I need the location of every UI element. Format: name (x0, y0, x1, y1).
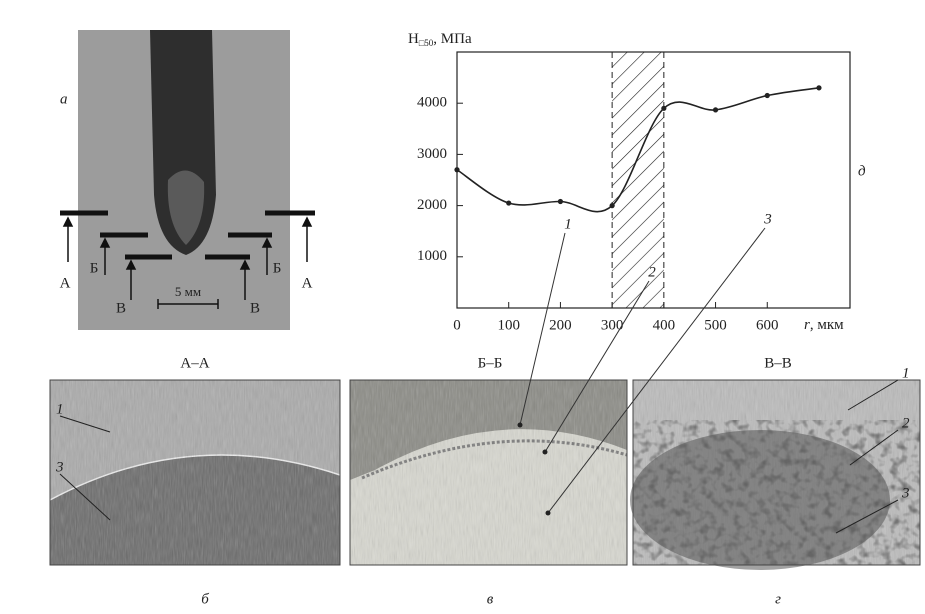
data-point (816, 85, 821, 90)
section-title: А–А (180, 355, 209, 371)
x-tick-label: 0 (453, 317, 461, 333)
y-tick-label: 3000 (417, 146, 447, 162)
data-point (454, 167, 459, 172)
x-axis-label-part: , мкм (810, 317, 844, 333)
y-axis-label-part: , МПа (433, 31, 472, 47)
x-tick-label: 200 (549, 317, 572, 333)
zone-label: 1 (902, 365, 910, 381)
micrograph-d (630, 380, 920, 570)
section-title: Б–Б (478, 355, 503, 371)
y-axis-label-part: □50 (419, 38, 434, 48)
y-tick-label: 1000 (417, 248, 447, 264)
section-label: В (116, 300, 126, 316)
callout-label: 1 (564, 216, 572, 232)
panel-letter: б (201, 591, 209, 607)
callout-dot (546, 511, 551, 516)
callout-label: 2 (648, 264, 656, 280)
x-axis-label: r, мкм (804, 317, 844, 333)
x-tick-label: 100 (497, 317, 520, 333)
y-axis-label: H□50, МПа (408, 31, 472, 48)
micrograph-c (350, 380, 627, 565)
panel-letter: а (60, 91, 68, 107)
panel-a: а А Б В В Б А 5 мм (60, 30, 315, 330)
section-label: А (60, 275, 71, 291)
y-tick-label: 4000 (417, 95, 447, 111)
scale-label: 5 мм (175, 284, 201, 299)
panel-letter: д (858, 163, 866, 179)
shaded-range (612, 52, 664, 308)
section-label: А (302, 275, 313, 291)
data-point (506, 200, 511, 205)
x-tick-label: 600 (756, 317, 779, 333)
data-point (661, 106, 666, 111)
section-title: В–В (764, 355, 792, 371)
data-point (765, 93, 770, 98)
data-point (713, 107, 718, 112)
figure: а А Б В В Б А 5 мм А–А Б–Б В–В б в г 1 (0, 0, 925, 614)
section-label: Б (90, 260, 99, 276)
y-tick-label: 2000 (417, 197, 447, 213)
panel-letter: г (775, 591, 781, 607)
data-point (558, 199, 563, 204)
y-axis-label-part: H (408, 31, 419, 47)
section-label: В (250, 300, 260, 316)
x-tick-label: 400 (653, 317, 676, 333)
zone-label: 3 (901, 485, 910, 501)
callout-dot (543, 450, 548, 455)
x-tick-label: 500 (704, 317, 727, 333)
micrograph-b (50, 380, 340, 565)
zone-label: 1 (56, 401, 64, 417)
callout-dot (518, 423, 523, 428)
callout-label: 3 (763, 211, 772, 227)
zone-label: 2 (902, 415, 910, 431)
section-label: Б (273, 260, 282, 276)
panel-letter: в (487, 591, 494, 607)
zone-label: 3 (55, 459, 64, 475)
data-point (610, 203, 615, 208)
x-tick-label: 300 (601, 317, 624, 333)
